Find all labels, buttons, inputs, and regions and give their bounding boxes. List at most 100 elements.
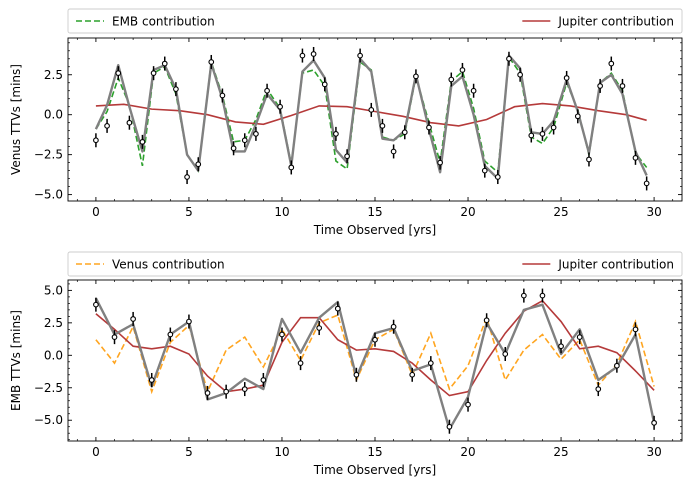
series-line-jupiter — [95, 102, 647, 127]
data-point — [208, 59, 215, 65]
x-tick-label: 20 — [460, 205, 475, 219]
x-tick-label: 25 — [553, 205, 568, 219]
legend-box — [67, 8, 683, 34]
data-point — [401, 129, 408, 136]
data-point — [563, 75, 570, 81]
data-point — [481, 167, 488, 174]
legend-box — [67, 251, 683, 277]
data-point — [126, 119, 133, 126]
y-tick-label: 0.0 — [44, 108, 63, 122]
data-point — [130, 316, 136, 322]
y-tick-label: 2.5 — [44, 68, 63, 82]
data-point — [173, 86, 179, 92]
x-tick-label: 15 — [367, 205, 382, 219]
data-point — [576, 334, 583, 340]
data-point — [111, 334, 118, 340]
x-tick-label: 25 — [553, 445, 568, 459]
series-line-total — [94, 54, 648, 180]
data-point — [333, 131, 339, 137]
data-point — [619, 83, 626, 89]
x-tick-label: 5 — [185, 445, 193, 459]
data-point — [608, 60, 615, 67]
data-point — [167, 331, 174, 338]
y-axis-label: Venus TTVs [mins] — [9, 64, 23, 175]
y-tick-label: −2.5 — [34, 381, 63, 395]
data-point — [372, 336, 378, 343]
data-point — [334, 305, 341, 312]
data-point — [390, 148, 397, 155]
series-line-total — [94, 297, 656, 431]
y-tick-label: −5.0 — [34, 413, 63, 427]
data-point — [316, 325, 323, 331]
data-point — [520, 292, 527, 299]
data-point — [494, 174, 501, 180]
data-point — [186, 318, 192, 325]
x-tick-label: 5 — [185, 205, 193, 219]
data-point — [517, 71, 523, 78]
data-point — [426, 124, 432, 131]
y-tick-label: 2.5 — [44, 316, 63, 330]
series-line-jupiter — [95, 299, 655, 397]
data-point — [448, 76, 455, 83]
data-point — [465, 401, 471, 408]
x-tick-label: 20 — [460, 445, 475, 459]
data-point — [195, 161, 202, 168]
data-point — [539, 292, 546, 299]
data-point — [550, 124, 557, 131]
data-point — [150, 70, 157, 77]
data-point — [558, 343, 564, 350]
data-point — [539, 131, 546, 137]
data-point — [357, 52, 363, 59]
y-tick-label: −5.0 — [34, 188, 63, 202]
y-tick-label: −2.5 — [34, 148, 63, 162]
y-axis-label: EMB TTVs [mins] — [9, 310, 23, 411]
legend-label-contribution: EMB contribution — [112, 15, 215, 29]
data-point — [260, 377, 267, 383]
data-point — [204, 390, 211, 396]
data-point — [586, 156, 592, 163]
data-point — [379, 123, 386, 129]
data-point — [643, 180, 650, 187]
data-point — [597, 83, 603, 89]
plot-area — [93, 288, 657, 434]
data-point — [93, 137, 99, 144]
chart-panel-1: 0 5 10 15 20 25 30 −5.0 −2.5 0.0 2.5 Time Observed … — [9, 8, 683, 237]
data-point — [297, 360, 304, 366]
data-point — [413, 73, 419, 80]
data-point — [253, 131, 259, 137]
chart-panel-2: 0 5 10 15 20 25 30 −5.0 −2.5 0.0 2.5 5.0 Time Observ… — [9, 251, 683, 477]
data-point — [506, 55, 512, 62]
data-point — [148, 377, 155, 383]
y-tick-label: 5.0 — [44, 283, 63, 297]
axes-frame — [67, 37, 683, 202]
y-tick-label: 0.0 — [44, 348, 63, 362]
data-point — [502, 351, 509, 357]
x-tick-label: 0 — [92, 445, 100, 459]
data-point — [241, 386, 248, 392]
x-tick-label: 10 — [274, 445, 289, 459]
data-point — [632, 155, 639, 161]
data-point — [93, 301, 99, 308]
data-point — [321, 81, 328, 88]
legend-label-contribution: Venus contribution — [112, 258, 225, 272]
data-point — [230, 145, 237, 152]
data-point — [104, 123, 110, 129]
data-point — [409, 371, 416, 378]
legend-label-jupiter: Jupiter contribution — [557, 15, 674, 29]
data-point — [264, 87, 270, 94]
data-point — [470, 87, 477, 94]
data-point — [299, 52, 306, 59]
x-axis-label: Time Observed [yrs] — [313, 223, 436, 237]
x-tick-label: 10 — [274, 205, 289, 219]
data-point — [483, 317, 490, 324]
plot-area — [93, 46, 650, 191]
data-point — [279, 331, 285, 338]
x-tick-label: 0 — [92, 205, 100, 219]
data-point — [651, 419, 657, 426]
data-point — [353, 371, 360, 378]
data-point — [595, 386, 602, 392]
data-point — [139, 139, 146, 145]
data-point — [310, 51, 317, 57]
data-point — [277, 103, 283, 110]
